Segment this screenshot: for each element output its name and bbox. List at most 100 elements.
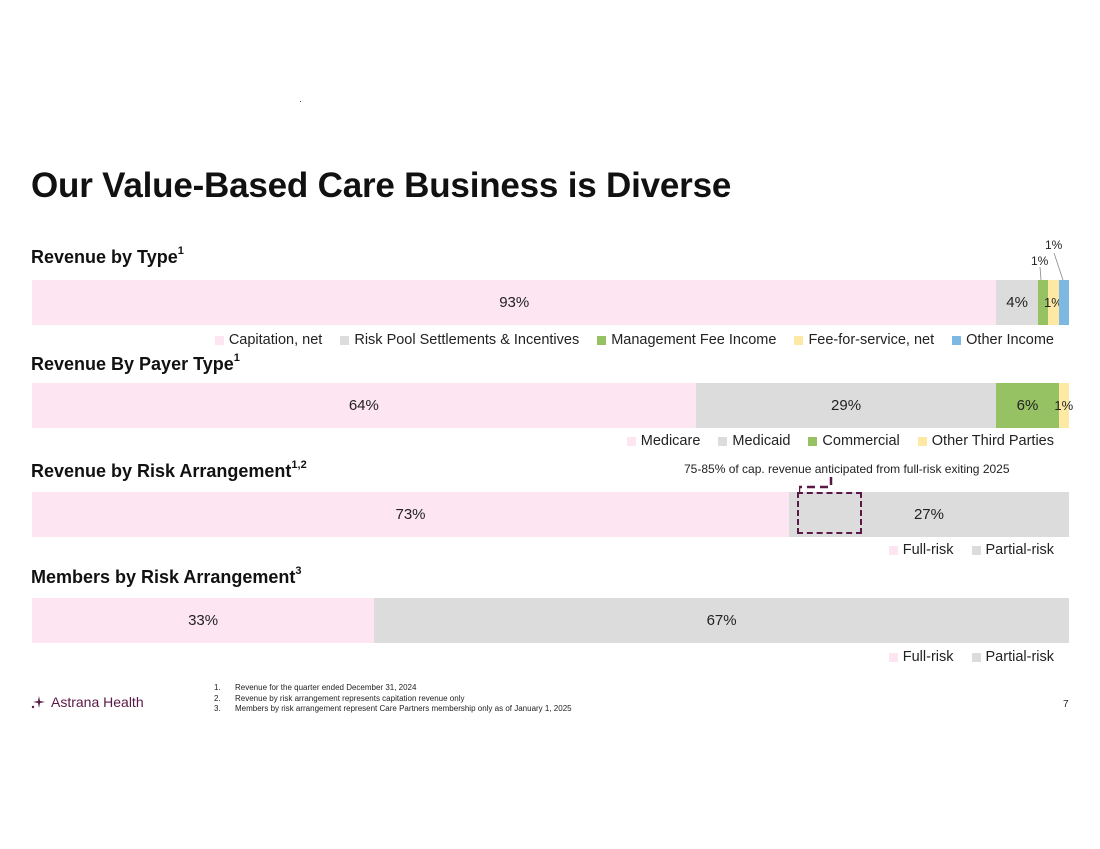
data-label: 67% [706, 612, 737, 629]
legend-swatch [888, 545, 898, 555]
bar-segment-other-third-parties: 1% [1054, 383, 1073, 428]
revenue-by-risk-footnote-ref: 1,2 [291, 459, 307, 471]
legend-swatch [626, 436, 636, 446]
legend-label: Partial-risk [985, 542, 1054, 558]
legend-item-risk-pool-settlements-incentives: Risk Pool Settlements & Incentives [340, 332, 579, 348]
data-label: 1% [1044, 295, 1063, 310]
legend-swatch [971, 652, 981, 662]
legend-label: Medicare [640, 433, 701, 449]
slide-title: Our Value-Based Care Business is Diverse [31, 166, 732, 205]
leader-lines [1039, 252, 1064, 281]
bar-segment-full-risk: 73% [32, 492, 789, 537]
revenue-by-payer-title-text: Revenue By Payer Type [31, 354, 234, 374]
bar-segment-full-risk: 33% [32, 598, 375, 643]
astrana-health-logo: Astrana Health [30, 694, 144, 710]
legend-item-capitation-net: Capitation, net [214, 332, 323, 348]
legend-item-fee-for-service-net: Fee-for-service, net [794, 332, 934, 348]
callout-dashed-box [797, 492, 862, 534]
legend-label: Fee-for-service, net [808, 332, 935, 348]
legend-label: Commercial [822, 433, 900, 449]
legend-item-partial-risk: Partial-risk [971, 542, 1054, 558]
footnote-1: 1. Revenue for the quarter ended December… [214, 683, 572, 694]
legend-item-medicaid: Medicaid [718, 433, 790, 449]
revenue-by-type-legend: Capitation, net Risk Pool Settlements & I… [214, 332, 1054, 348]
legend-item-other-income: Other Income [952, 332, 1054, 348]
revenue-by-risk-title: Revenue by Risk Arrangement1,2 [31, 459, 307, 482]
members-by-risk-legend: Full-risk Partial-risk [888, 649, 1054, 665]
callout-bracket [799, 472, 833, 492]
bar-segment-risk-pool-settlements-incentives: 4% [996, 280, 1038, 325]
stray-dot [300, 101, 301, 102]
footnotes: 1. Revenue for the quarter ended December… [214, 683, 572, 715]
legend-label: Risk Pool Settlements & Incentives [354, 332, 580, 348]
bar-segment-medicaid: 29% [695, 383, 997, 428]
legend-swatch [340, 335, 350, 345]
legend-item-medicare: Medicare [626, 433, 701, 449]
footnote-number: 3. [214, 704, 221, 713]
revenue-by-risk-legend: Full-risk Partial-risk [888, 542, 1054, 558]
bar-segment-partial-risk: 27% [789, 492, 1069, 537]
footnote-2: 2. Revenue by risk arrangement represents… [214, 694, 572, 705]
data-label: 33% [188, 612, 219, 629]
legend-label: Other Third Parties [931, 433, 1054, 449]
page-number: 7 [1063, 699, 1069, 710]
footnote-text: Revenue for the quarter ended December 3… [235, 683, 417, 692]
bar-segment-other-income [1058, 280, 1069, 325]
revenue-by-payer-legend: Medicare Medicaid Commercial Other Third Pa… [626, 433, 1054, 449]
revenue-by-type-bar: 93% 4% 1% [32, 280, 1069, 325]
members-by-risk-bar: 33% 67% [32, 598, 1069, 643]
legend-label: Management Fee Income [611, 332, 777, 348]
legend-item-full-risk: Full-risk [888, 649, 954, 665]
legend-swatch [888, 652, 898, 662]
legend-swatch [794, 335, 804, 345]
data-label: 29% [831, 397, 862, 414]
revenue-by-risk-title-text: Revenue by Risk Arrangement [31, 461, 292, 481]
revenue-by-payer-bar: 64% 29% 6% 1% [32, 383, 1073, 428]
legend-label: Capitation, net [228, 332, 323, 348]
legend-label: Full-risk [902, 649, 954, 665]
data-label: 1% [1054, 398, 1074, 413]
management-fee-leader [1039, 266, 1042, 281]
legend-swatch [214, 335, 224, 345]
logo-text: Astrana Health [51, 694, 144, 710]
legend-item-other-third-parties: Other Third Parties [917, 433, 1054, 449]
legend-label: Other Income [966, 332, 1054, 348]
revenue-by-payer-footnote-ref: 1 [233, 352, 240, 364]
legend-swatch [917, 436, 927, 446]
bar-segment-medicare: 64% [32, 383, 696, 428]
legend-item-full-risk: Full-risk [888, 542, 954, 558]
legend-label: Partial-risk [985, 649, 1054, 665]
bar-segment-fee-for-service-net: 1% [1044, 280, 1063, 325]
revenue-by-type-title-text: Revenue by Type [31, 247, 178, 267]
legend-item-partial-risk: Partial-risk [971, 649, 1054, 665]
legend-swatch [597, 335, 607, 345]
data-label: 6% [1016, 397, 1039, 414]
legend-swatch [971, 545, 981, 555]
legend-item-management-fee-income: Management Fee Income [597, 332, 776, 348]
legend-swatch [808, 436, 818, 446]
revenue-by-type-footnote-ref: 1 [177, 245, 184, 257]
members-by-risk-footnote-ref: 3 [295, 565, 302, 577]
footnote-text: Members by risk arrangement represent Ca… [235, 704, 572, 713]
bar-segment-management-fee-income [1037, 280, 1049, 325]
members-by-risk-title: Members by Risk Arrangement3 [31, 565, 302, 588]
data-label: 64% [348, 397, 379, 414]
revenue-by-payer-title: Revenue By Payer Type1 [31, 352, 240, 375]
legend-label: Medicaid [732, 433, 791, 449]
data-label: 27% [913, 506, 944, 523]
members-by-risk-title-text: Members by Risk Arrangement [31, 567, 296, 587]
bar-segment-commercial: 6% [996, 383, 1059, 428]
footnote-3: 3. Members by risk arrangement represent … [214, 704, 572, 715]
revenue-by-type-title: Revenue by Type1 [31, 245, 184, 268]
data-label: 73% [395, 506, 426, 523]
legend-item-commercial: Commercial [808, 433, 900, 449]
legend-label: Full-risk [902, 542, 954, 558]
sparkle-icon [31, 696, 45, 709]
data-label: 93% [499, 294, 530, 311]
data-label: 4% [1006, 294, 1028, 311]
revenue-by-risk-bar: 73% 27% [32, 492, 1069, 537]
footnote-number: 2. [214, 693, 221, 703]
full-risk-callout-text: 75-85% of cap. revenue anticipated from … [684, 462, 1010, 476]
other-income-leader [1053, 252, 1064, 281]
legend-swatch [718, 436, 728, 446]
